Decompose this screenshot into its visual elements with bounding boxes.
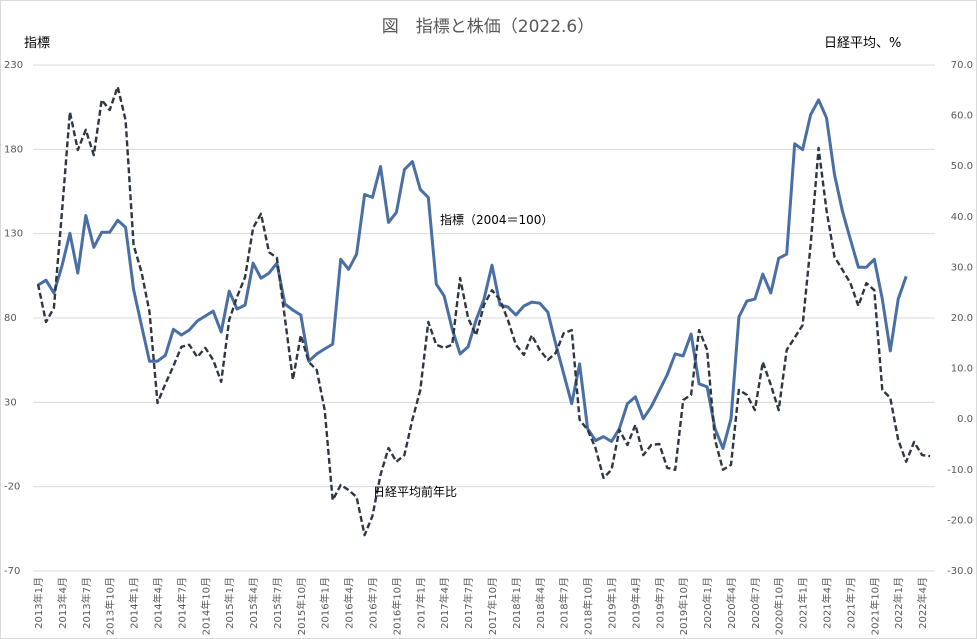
x-tick-label: 2020年1月	[701, 577, 714, 629]
series-lines	[36, 85, 931, 537]
x-tick-label: 2016年4月	[343, 577, 356, 629]
x-tick-label: 2016年10月	[390, 577, 403, 635]
x-tick-label: 2019年1月	[605, 577, 618, 629]
x-tick-label: 2014年4月	[151, 577, 164, 629]
right-axis-ticks: 70.0 60.0 50.0 40.0 30.0 20.0 10.0 0.0 -10.0 -20.…	[947, 60, 973, 577]
x-tick-label: 2021年4月	[821, 577, 834, 629]
x-tick-label: 2014年7月	[175, 577, 188, 629]
left-axis-title: 指標	[24, 36, 50, 51]
x-tick-label: 2015年1月	[223, 577, 236, 629]
x-tick-label: 2018年7月	[558, 577, 571, 629]
left-tick-label: -20	[4, 482, 20, 493]
left-axis-ticks: 230 180 130 80 30 -20 -70	[4, 60, 23, 577]
right-tick-label: -30.0	[947, 566, 973, 577]
right-tick-label: 50.0	[951, 161, 973, 172]
x-tick-label: 2015年4月	[247, 577, 260, 629]
x-tick-label: 2013年4月	[56, 577, 69, 629]
x-tick-label: 2014年1月	[128, 577, 141, 629]
index-series-label: 指標（2004＝100）	[440, 212, 553, 227]
right-axis-title: 日経平均、%	[824, 36, 901, 51]
x-tick-label: 2015年10月	[295, 577, 308, 635]
x-tick-label: 2013年1月	[32, 577, 45, 629]
left-tick-label: 180	[4, 144, 23, 155]
index-series-line	[37, 98, 908, 450]
x-tick-label: 2019年7月	[653, 577, 666, 629]
right-tick-label: -20.0	[947, 515, 973, 526]
left-tick-label: 230	[4, 60, 23, 71]
x-tick-label: 2016年1月	[319, 577, 332, 629]
right-tick-label: 30.0	[951, 262, 973, 273]
x-tick-label: 2020年10月	[773, 577, 786, 635]
x-axis-ticks: 2013年1月 2013年4月 2013年7月 2013年10月 2014年1月 2014…	[32, 577, 929, 635]
right-tick-label: 70.0	[951, 60, 973, 71]
x-tick-label: 2017年4月	[438, 577, 451, 629]
x-tick-label: 2018年1月	[510, 577, 523, 629]
x-tick-label: 2018年4月	[534, 577, 547, 629]
right-tick-label: 60.0	[951, 111, 973, 122]
right-tick-label: -10.0	[947, 465, 973, 476]
chart-title: 図 指標と株価（2022.6）	[382, 17, 594, 37]
right-tick-label: 40.0	[951, 212, 973, 223]
x-tick-label: 2014年10月	[199, 577, 212, 635]
x-tick-label: 2018年10月	[582, 577, 595, 635]
x-tick-label: 2021年1月	[797, 577, 810, 629]
x-tick-label: 2022年4月	[916, 577, 929, 629]
x-tick-label: 2021年7月	[844, 577, 857, 629]
gridlines	[33, 64, 935, 572]
x-tick-label: 2019年10月	[677, 577, 690, 635]
left-tick-label: 130	[4, 229, 23, 240]
x-tick-label: 2020年7月	[749, 577, 762, 629]
left-tick-label: 30	[4, 397, 17, 408]
x-tick-label: 2016年7月	[367, 577, 380, 629]
right-tick-label: 0.0	[957, 414, 973, 425]
x-tick-label: 2017年7月	[462, 577, 475, 629]
x-tick-label: 2017年1月	[414, 577, 427, 629]
x-tick-label: 2013年10月	[104, 577, 117, 635]
x-tick-label: 2021年10月	[868, 577, 881, 635]
x-tick-label: 2020年4月	[725, 577, 738, 629]
stock-series-label: 日経平均前年比	[373, 484, 457, 499]
x-tick-label: 2022年1月	[892, 577, 905, 629]
x-tick-label: 2017年10月	[486, 577, 499, 635]
left-tick-label: -70	[4, 566, 20, 577]
stock-series-line	[36, 85, 931, 537]
right-tick-label: 20.0	[951, 313, 973, 324]
right-tick-label: 10.0	[951, 364, 973, 375]
x-tick-label: 2015年7月	[271, 577, 284, 629]
x-tick-label: 2013年7月	[80, 577, 93, 629]
x-tick-label: 2019年4月	[629, 577, 642, 629]
left-tick-label: 80	[4, 313, 17, 324]
